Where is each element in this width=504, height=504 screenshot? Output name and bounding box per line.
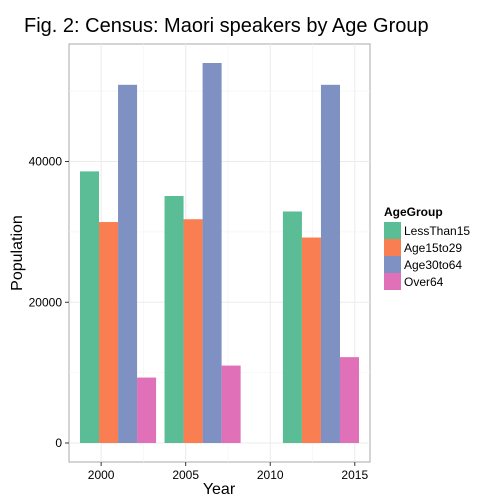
x-tick-label: 2015: [341, 468, 368, 482]
legend-swatch-age30to64: [384, 256, 401, 273]
bars: [79, 63, 360, 444]
bar-over64-2006: [221, 365, 241, 443]
legend-label-lessthan15: LessThan15: [404, 224, 470, 238]
x-axis-title: Year: [203, 481, 236, 498]
bar-over64-2001: [137, 377, 157, 443]
y-axis-title: Population: [9, 215, 26, 291]
y-tick-label: 20000: [29, 295, 63, 309]
bar-age15to29-2006: [183, 219, 203, 443]
x-tick-label: 2005: [172, 468, 199, 482]
bar-age15to29-2013: [301, 237, 321, 443]
bar-age30to64-2001: [118, 84, 138, 443]
x-axis: 2000 2005 2010 2015: [88, 462, 368, 482]
bar-over64-2013: [339, 357, 360, 443]
bar-lessthan15-2013: [282, 211, 302, 443]
bar-lessthan15-2006: [164, 196, 184, 443]
bar-lessthan15-2001: [79, 171, 100, 444]
bar-age30to64-2013: [320, 84, 340, 443]
legend-title: AgeGroup: [384, 205, 443, 219]
x-tick-label: 2000: [88, 468, 115, 482]
legend-swatch-age15to29: [384, 239, 401, 256]
legend: AgeGroup LessThan15 Age15to29 Age30to64 Ove…: [384, 205, 470, 290]
legend-label-over64: Over64: [404, 275, 444, 289]
legend-label-age30to64: Age30to64: [404, 258, 462, 272]
chart-title: Fig. 2: Census: Maori speakers by Age Gr…: [24, 15, 429, 37]
legend-swatch-lessthan15: [384, 222, 401, 239]
y-axis: 0 20000 40000: [29, 155, 69, 450]
legend-swatch-over64: [384, 273, 401, 290]
y-tick-label: 0: [55, 436, 62, 450]
legend-items: LessThan15 Age15to29 Age30to64 Over64: [384, 222, 470, 290]
x-tick-label: 2010: [257, 468, 284, 482]
y-tick-label: 40000: [29, 155, 63, 169]
legend-label-age15to29: Age15to29: [404, 241, 462, 255]
bar-age30to64-2006: [202, 63, 222, 443]
bar-age15to29-2001: [99, 222, 119, 443]
